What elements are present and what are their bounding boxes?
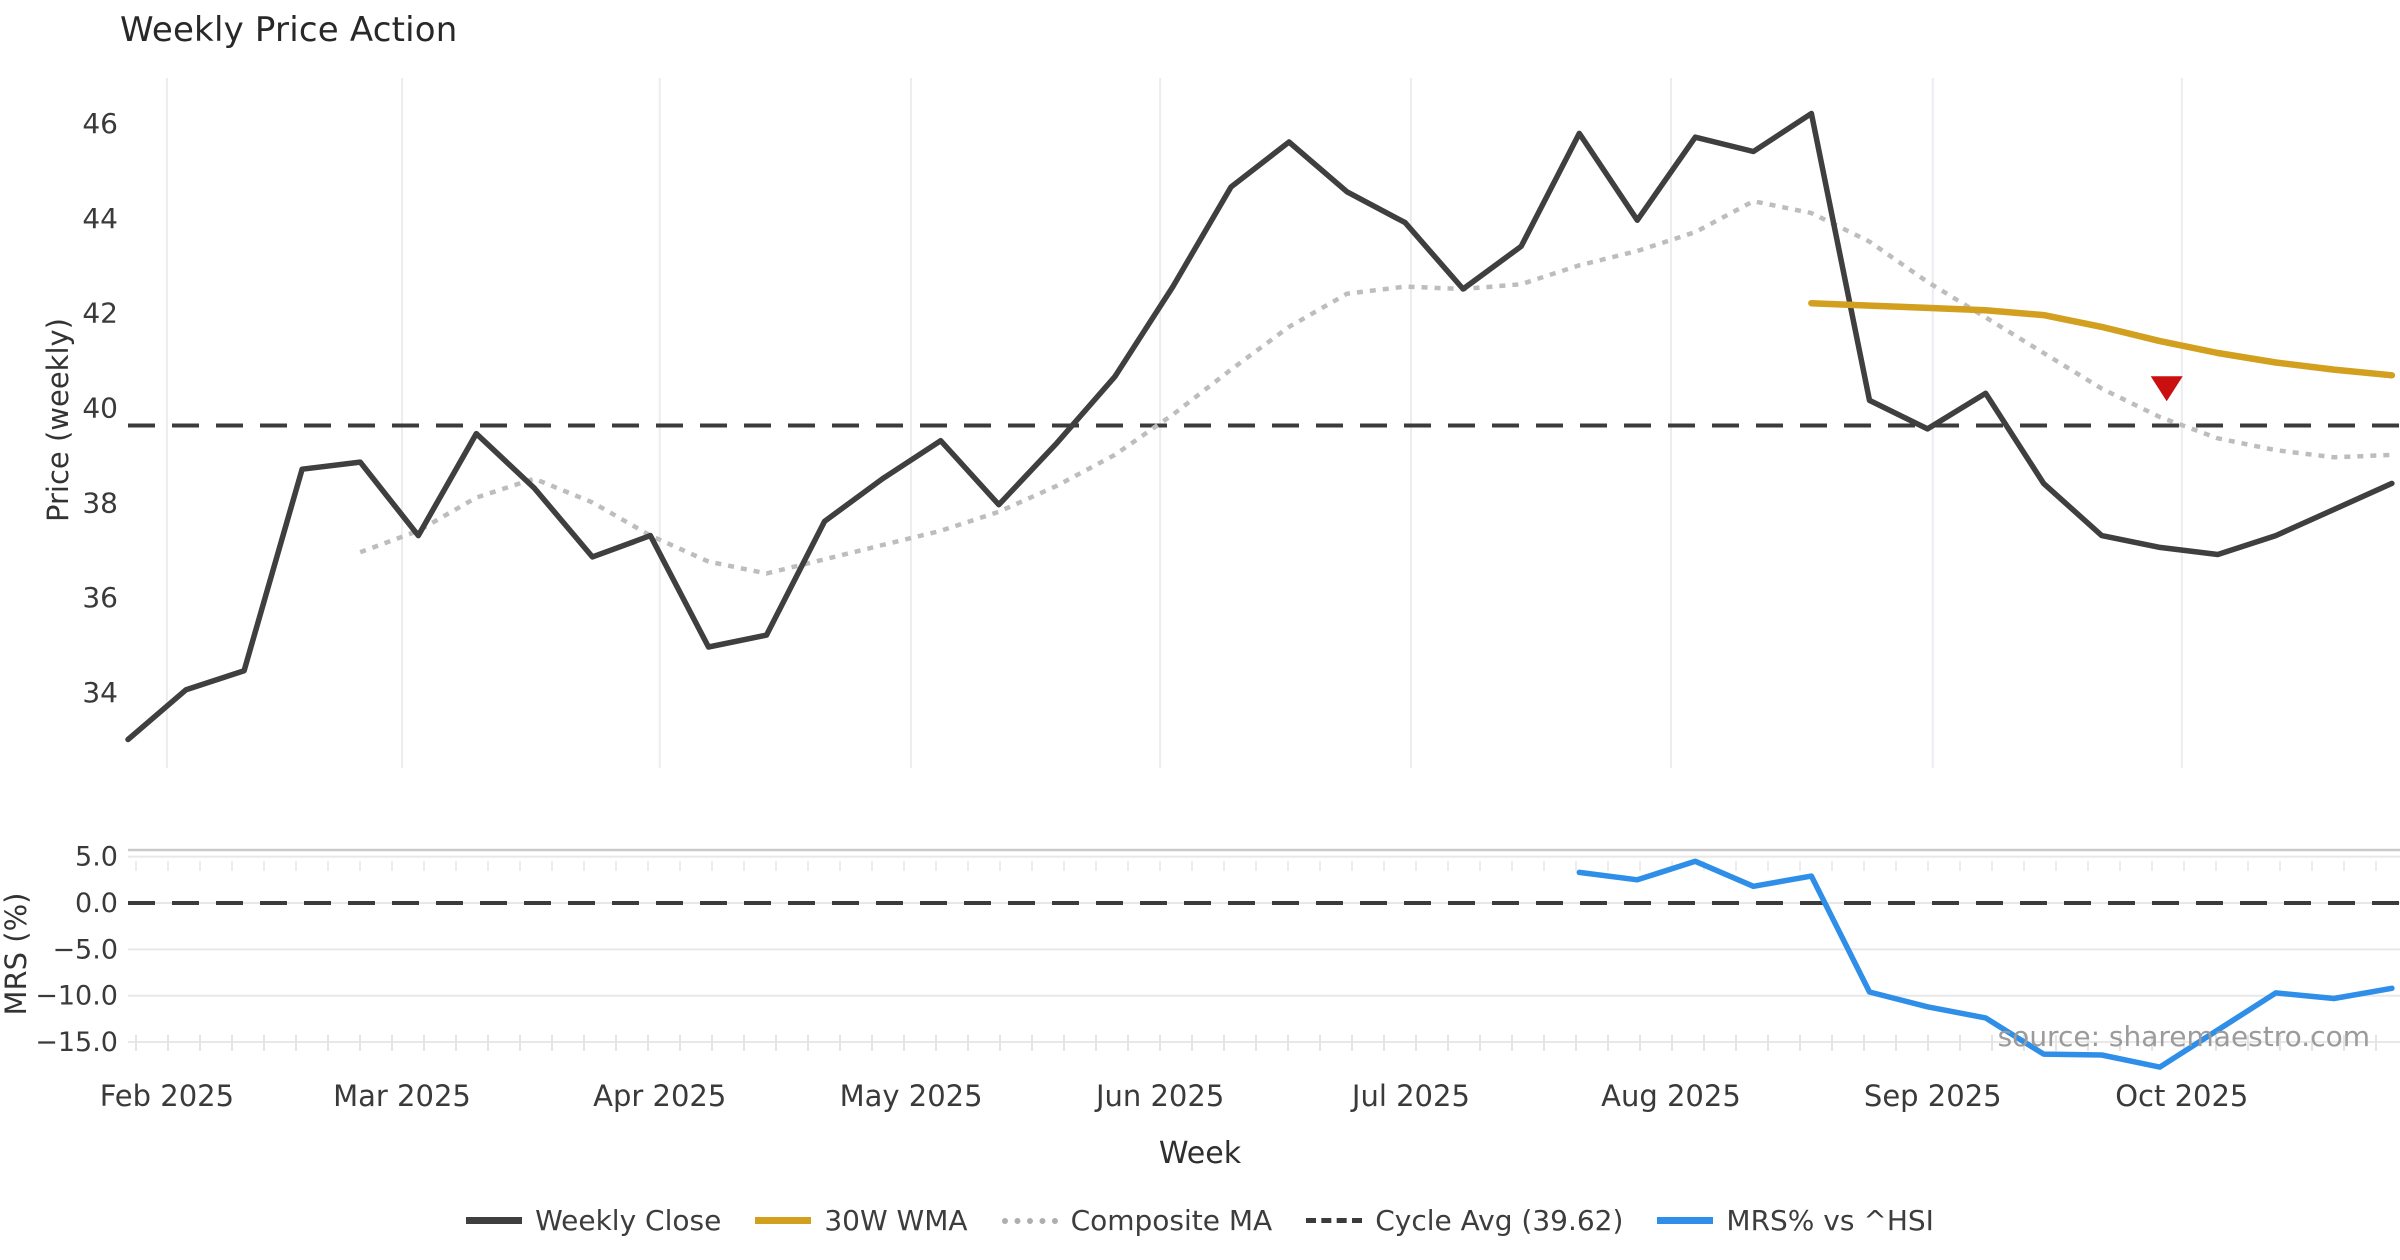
month-tick-label: Aug 2025 xyxy=(1601,1079,1741,1113)
legend-item-mrs: MRS% vs ^HSI xyxy=(1657,1204,1934,1237)
mrs-ytick-label: −15.0 xyxy=(35,1027,118,1058)
price-ytick-label: 42 xyxy=(82,297,118,330)
price-ytick-label: 36 xyxy=(82,581,118,614)
week-axis-label: Week xyxy=(1158,1136,1242,1171)
legend-item-composite-ma: Composite MA xyxy=(1001,1204,1273,1237)
mrs-ytick-label: 0.0 xyxy=(75,888,118,919)
mrs-axis-label: MRS (%) xyxy=(0,892,33,1016)
mrs-ytick-label: −5.0 xyxy=(52,934,118,965)
legend-label: Cycle Avg (39.62) xyxy=(1375,1204,1624,1237)
month-tick-label: Mar 2025 xyxy=(333,1079,471,1113)
month-tick-label: Sep 2025 xyxy=(1864,1079,2002,1113)
composite-ma-line xyxy=(359,198,2392,576)
month-tick-label: May 2025 xyxy=(840,1079,983,1113)
weekly-close-line xyxy=(125,110,2395,743)
mrs-ytick-label: −10.0 xyxy=(35,981,118,1012)
month-tick-label: Jun 2025 xyxy=(1094,1079,1224,1113)
price-ytick-label: 46 xyxy=(82,107,118,140)
wma-30w-line xyxy=(1808,299,2396,379)
page-title: Weekly Price Action xyxy=(120,10,458,50)
mrs-line-swatch-icon xyxy=(1657,1217,1714,1224)
legend-label: MRS% vs ^HSI xyxy=(1726,1204,1934,1237)
legend-label: 30W WMA xyxy=(824,1204,968,1237)
month-tick-label: Jul 2025 xyxy=(1350,1079,1470,1113)
cycle-avg-line-swatch-icon xyxy=(1306,1218,1363,1223)
price-ytick-label: 34 xyxy=(82,676,118,709)
chart-legend: Weekly Close 30W WMA Composite MA Cycle … xyxy=(0,1204,2400,1237)
price-axis-label: Price (weekly) xyxy=(41,318,75,523)
mrs-ytick-label: 5.0 xyxy=(75,842,118,873)
wma-line-swatch-icon xyxy=(755,1217,812,1224)
month-tick-label: Apr 2025 xyxy=(593,1079,726,1113)
month-tick-label: Oct 2025 xyxy=(2115,1079,2248,1113)
weekly-close-line-swatch-icon xyxy=(466,1217,523,1224)
price-ytick-label: 40 xyxy=(82,392,118,425)
legend-item-weekly-close: Weekly Close xyxy=(466,1204,721,1237)
legend-label: Composite MA xyxy=(1070,1204,1273,1237)
price-ytick-label: 44 xyxy=(82,202,118,235)
sell-signal-marker-icon xyxy=(2150,376,2183,402)
price-ytick-label: 38 xyxy=(82,486,118,519)
legend-item-cycle-avg: Cycle Avg (39.62) xyxy=(1306,1204,1623,1237)
legend-label: Weekly Close xyxy=(535,1204,722,1237)
mrs-line xyxy=(1576,858,2395,1070)
composite-ma-line-swatch-icon xyxy=(1001,1217,1058,1224)
legend-item-30w-wma: 30W WMA xyxy=(755,1204,968,1237)
month-tick-label: Feb 2025 xyxy=(100,1079,234,1113)
source-note: source: sharemaestro.com xyxy=(1997,1020,2370,1053)
